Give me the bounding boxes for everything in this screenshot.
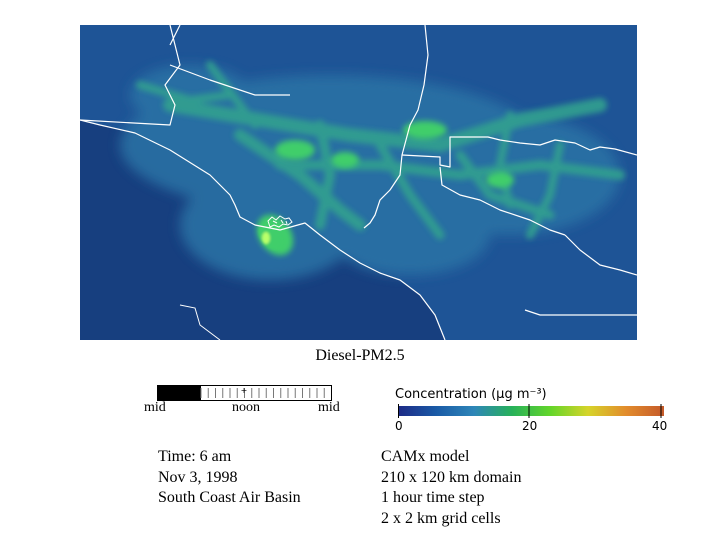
scale-tick-label-0: 0 <box>395 419 403 433</box>
info-time: Time: 6 am <box>158 448 232 465</box>
boundary-lines <box>80 25 637 340</box>
time-elapsed-fill <box>157 385 201 401</box>
info-grid: 2 x 2 km grid cells <box>381 509 501 527</box>
color-scale-bar <box>398 404 664 418</box>
info-model: CAMx model <box>381 448 470 465</box>
concentration-map <box>80 25 637 340</box>
info-timestep: 1 hour time step <box>381 489 485 506</box>
clock-label-end: mid <box>318 400 340 415</box>
run-info: Time: 6 am Nov 3, 1998 South Coast Air B… <box>158 447 301 509</box>
scale-title: Concentration (µg m⁻³) <box>395 387 547 402</box>
info-region: South Coast Air Basin <box>158 489 301 506</box>
scale-tick-label-20: 20 <box>522 419 538 433</box>
clock-label-start: mid <box>144 400 166 415</box>
model-info: CAMx model 210 x 120 km domain 1 hour ti… <box>381 447 521 529</box>
map-title: Diesel-PM2.5 <box>315 347 405 364</box>
time-progress-bar: + <box>157 385 332 401</box>
svg-text:+: + <box>241 386 248 395</box>
clock-label-noon: noon <box>232 400 260 415</box>
port-outline <box>267 215 293 228</box>
scale-tick-label-40: 40 <box>652 419 668 433</box>
info-domain: 210 x 120 km domain <box>381 468 522 486</box>
info-date: Nov 3, 1998 <box>158 468 238 486</box>
